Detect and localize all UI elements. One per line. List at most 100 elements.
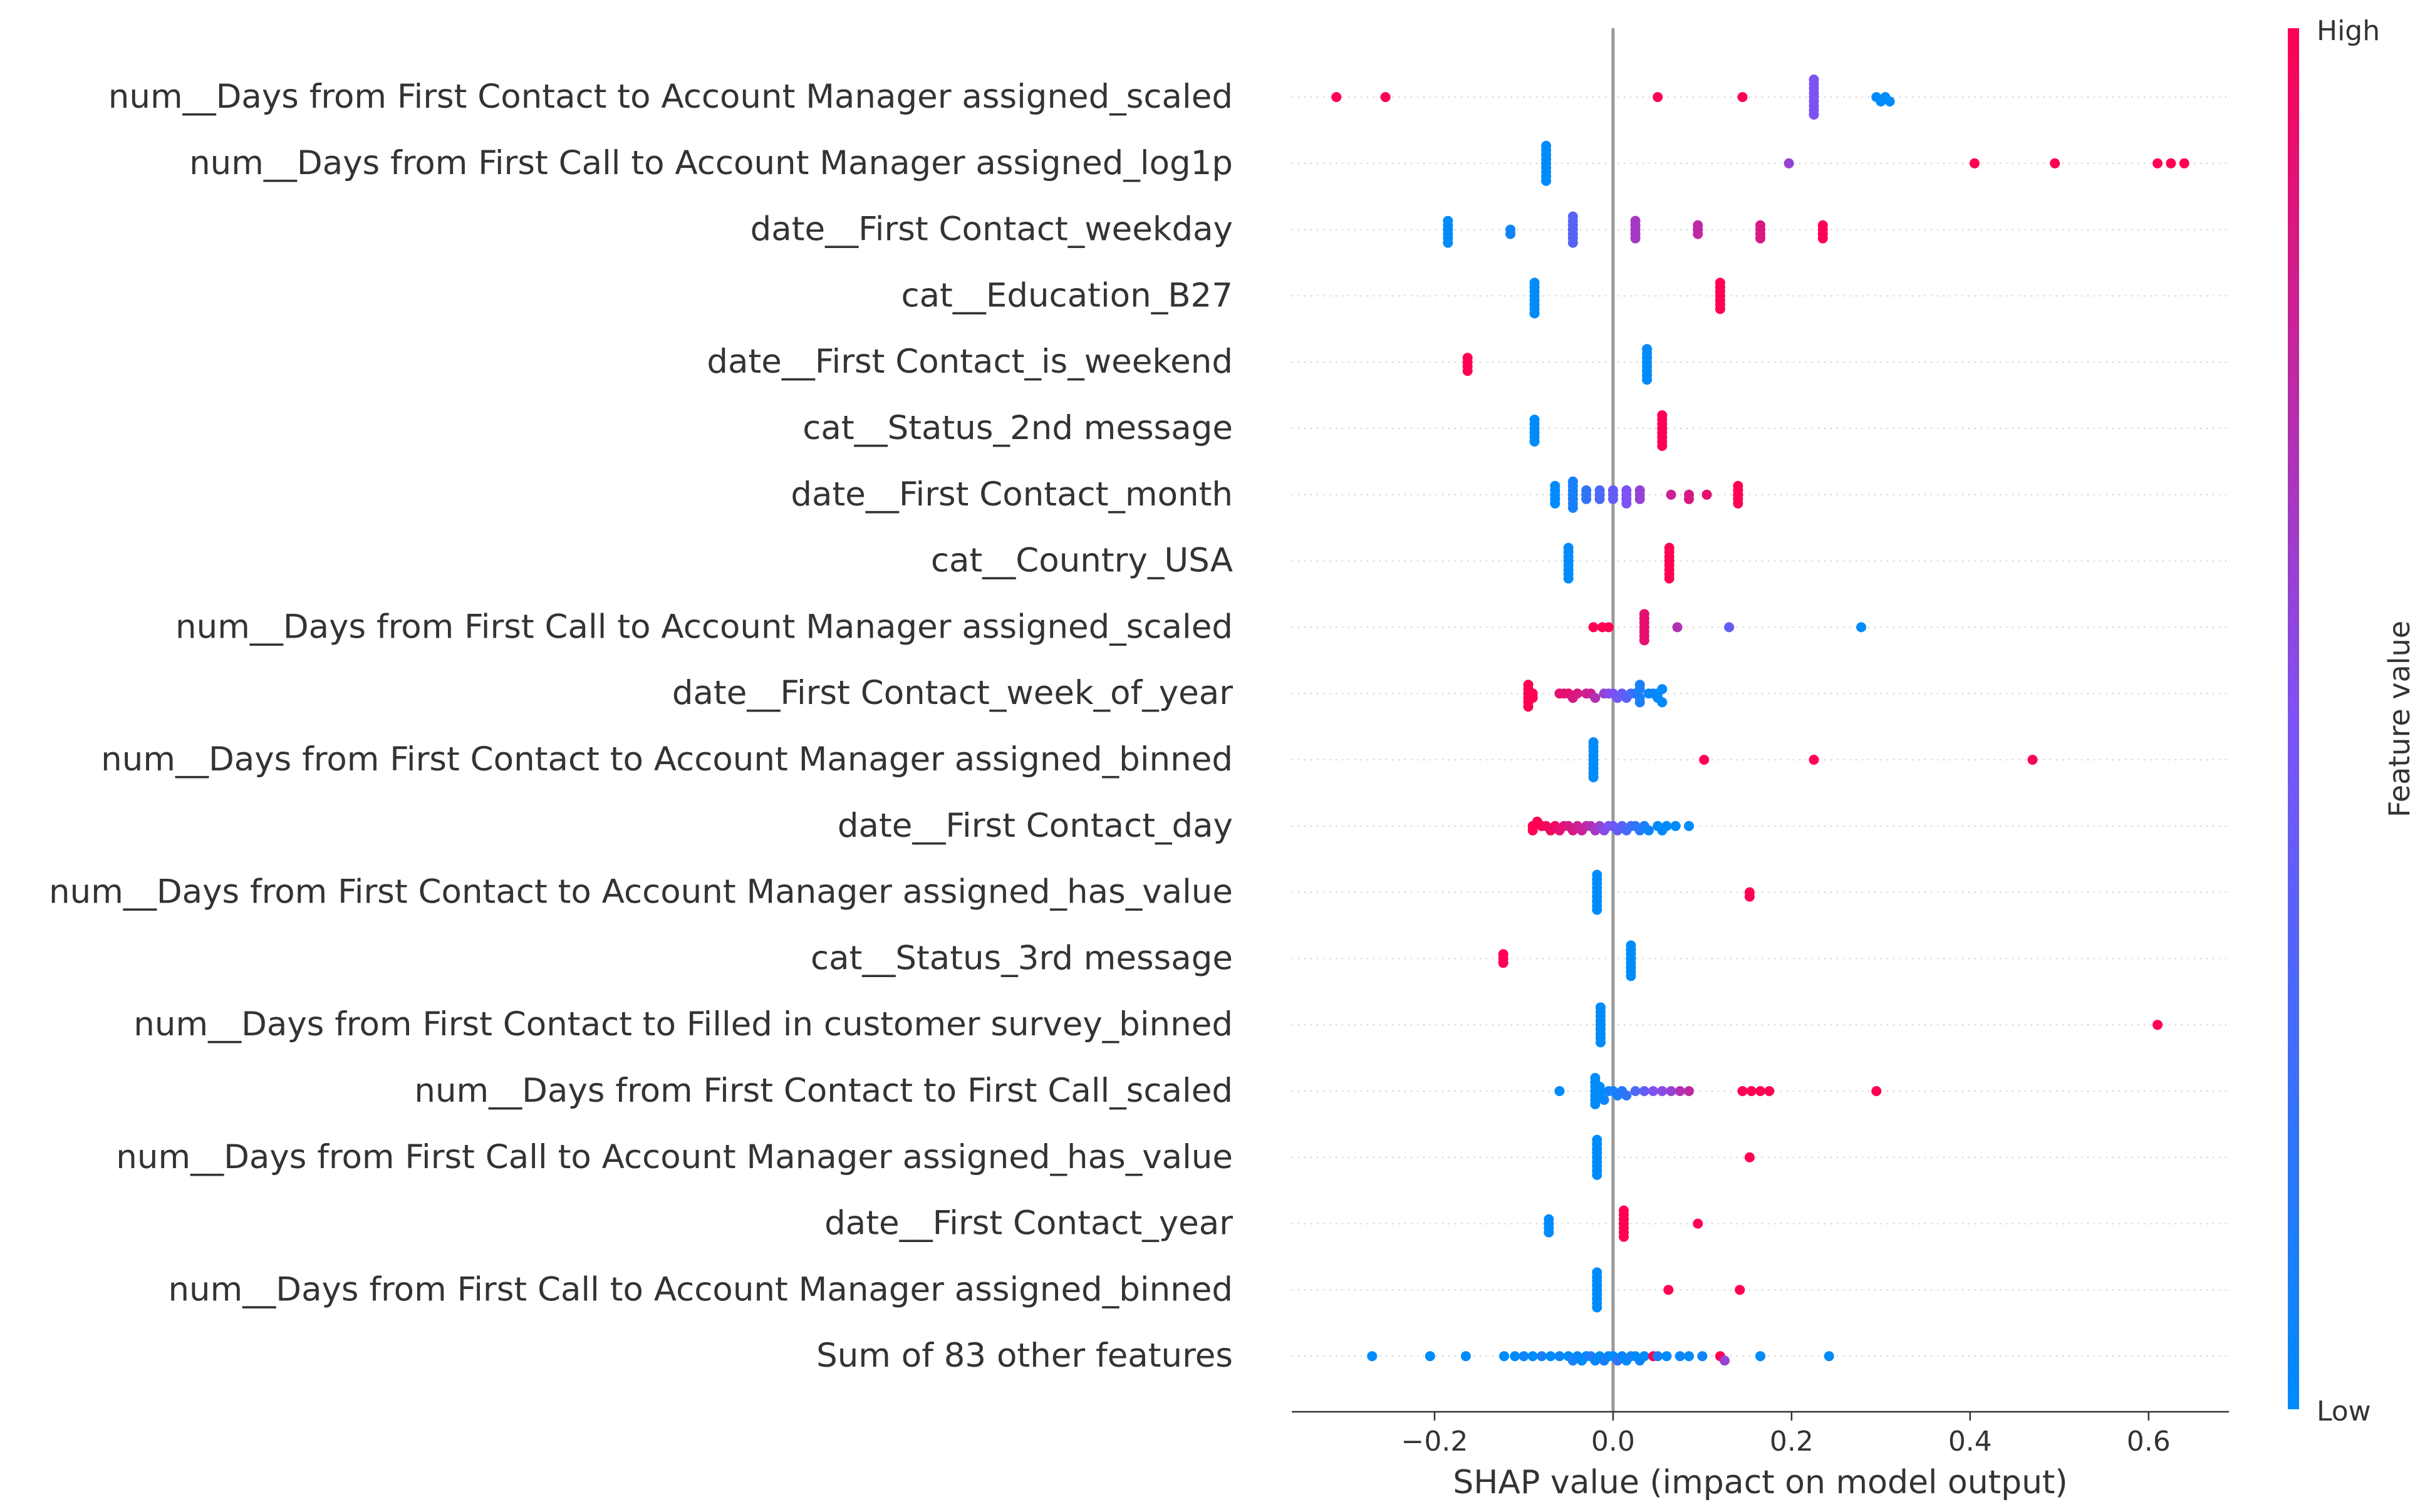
shap-point bbox=[1661, 1351, 1672, 1362]
shap-point bbox=[1563, 542, 1574, 553]
feature-label: cat__Education_B27 bbox=[901, 276, 1233, 314]
x-tick-label: 0.2 bbox=[1770, 1426, 1814, 1458]
shap-point bbox=[1871, 1086, 1882, 1096]
shap-point bbox=[1505, 229, 1516, 239]
shap-point bbox=[2027, 755, 2038, 765]
shap-point bbox=[1592, 869, 1602, 880]
feature-label: num__Days from First Call to Account Man… bbox=[168, 1270, 1233, 1308]
shap-point bbox=[2153, 1020, 2163, 1030]
shap-point bbox=[1856, 622, 1866, 633]
shap-point bbox=[1529, 437, 1540, 447]
shap-point bbox=[1657, 1086, 1668, 1096]
shap-point bbox=[1443, 237, 1453, 248]
feature-label: num__Days from First Contact to Account … bbox=[49, 873, 1233, 911]
shap-point bbox=[1567, 476, 1578, 487]
shap-point bbox=[1527, 693, 1538, 703]
feature-label: num__Days from First Contact to Filled i… bbox=[133, 1005, 1233, 1043]
shap-point bbox=[1592, 1134, 1602, 1145]
shap-point bbox=[1809, 755, 1819, 765]
shap-point bbox=[1824, 1351, 1834, 1362]
feature-label: num__Days from First Contact to First Ca… bbox=[414, 1072, 1233, 1110]
shap-point bbox=[1621, 498, 1632, 509]
shap-point bbox=[1581, 485, 1592, 495]
shap-point bbox=[1672, 622, 1683, 633]
shap-point bbox=[1884, 96, 1895, 106]
shap-point bbox=[1331, 92, 1342, 102]
shap-point bbox=[1648, 1086, 1659, 1096]
shap-point bbox=[1550, 498, 1561, 509]
shap-point bbox=[1498, 958, 1509, 968]
feature-label: cat__Country_USA bbox=[931, 542, 1233, 580]
shap-point bbox=[1588, 737, 1599, 747]
shap-point bbox=[1663, 1285, 1674, 1295]
shap-point bbox=[1462, 353, 1473, 363]
shap-point bbox=[1720, 1355, 1730, 1366]
shap-point bbox=[1764, 1086, 1775, 1096]
x-tick-label: 0.6 bbox=[2127, 1426, 2171, 1458]
shap-point bbox=[1527, 825, 1538, 836]
feature-label: date__First Contact_week_of_year bbox=[672, 674, 1233, 712]
shap-point bbox=[1460, 1351, 1471, 1362]
shap-point bbox=[2166, 158, 2176, 168]
shap-point bbox=[1657, 410, 1668, 420]
colorbar-low-label: Low bbox=[2317, 1395, 2371, 1427]
colorbar-high-label: High bbox=[2317, 15, 2380, 47]
shap-point bbox=[1666, 489, 1676, 500]
shap-point bbox=[1544, 1214, 1554, 1225]
feature-label: cat__Status_2nd message bbox=[802, 409, 1233, 447]
shap-point bbox=[1595, 1037, 1606, 1048]
shap-point bbox=[1592, 1169, 1602, 1180]
shap-point bbox=[1619, 1231, 1629, 1242]
shap-point bbox=[1529, 308, 1540, 319]
shap-point bbox=[1630, 233, 1641, 244]
shap-point bbox=[1639, 609, 1649, 619]
shap-point bbox=[1550, 480, 1561, 491]
shap-point bbox=[1563, 573, 1574, 584]
feature-label: date__First Contact_year bbox=[824, 1204, 1233, 1243]
feature-label: num__Days from First Call to Account Man… bbox=[116, 1138, 1233, 1176]
shap-point bbox=[1544, 1227, 1554, 1238]
shap-point bbox=[1639, 635, 1649, 646]
shap-point bbox=[1567, 211, 1578, 222]
shap-point bbox=[1661, 821, 1672, 831]
shap-point bbox=[1657, 684, 1668, 695]
shap-point bbox=[1603, 622, 1614, 633]
shap-point bbox=[1670, 821, 1681, 831]
shap-point bbox=[1755, 220, 1765, 230]
feature-label: num__Days from First Call to Account Man… bbox=[175, 608, 1233, 646]
shap-point bbox=[1567, 237, 1578, 248]
x-tick-label: −0.2 bbox=[1401, 1426, 1468, 1458]
shap-point bbox=[1755, 1086, 1765, 1096]
shap-point bbox=[1523, 680, 1534, 690]
shap-point bbox=[1425, 1351, 1435, 1362]
shap-point bbox=[1626, 971, 1636, 981]
shap-point bbox=[1630, 1086, 1641, 1096]
shap-point bbox=[1590, 1073, 1601, 1083]
shap-point bbox=[1809, 110, 1819, 120]
x-axis: −0.2 0.0 0.2 0.4 0.6 SHAP value (impact on m… bbox=[1292, 1411, 2229, 1501]
shap-point bbox=[2050, 158, 2060, 168]
shap-point bbox=[1588, 622, 1599, 633]
feature-label: Sum of 83 other features bbox=[816, 1337, 1233, 1375]
shap-point bbox=[1684, 494, 1695, 504]
shap-point bbox=[1554, 1351, 1565, 1362]
shap-point bbox=[1594, 485, 1605, 495]
shap-point bbox=[1634, 485, 1645, 495]
shap-point bbox=[1817, 233, 1828, 244]
shap-point bbox=[1657, 697, 1668, 708]
shap-point bbox=[1817, 220, 1828, 230]
shap-point bbox=[1715, 277, 1725, 288]
shap-point bbox=[1541, 140, 1552, 151]
shap-point bbox=[1380, 92, 1391, 102]
shap-point bbox=[1969, 158, 1980, 168]
shap-point bbox=[1634, 680, 1645, 690]
shap-point bbox=[1784, 158, 1794, 168]
shap-point bbox=[1744, 891, 1755, 902]
feature-label: cat__Status_3rd message bbox=[811, 939, 1233, 977]
shap-point bbox=[1590, 693, 1601, 703]
shap-point bbox=[1697, 1351, 1708, 1362]
shap-point bbox=[1498, 949, 1509, 960]
shap-point bbox=[1541, 175, 1552, 186]
shap-point bbox=[1581, 494, 1592, 504]
